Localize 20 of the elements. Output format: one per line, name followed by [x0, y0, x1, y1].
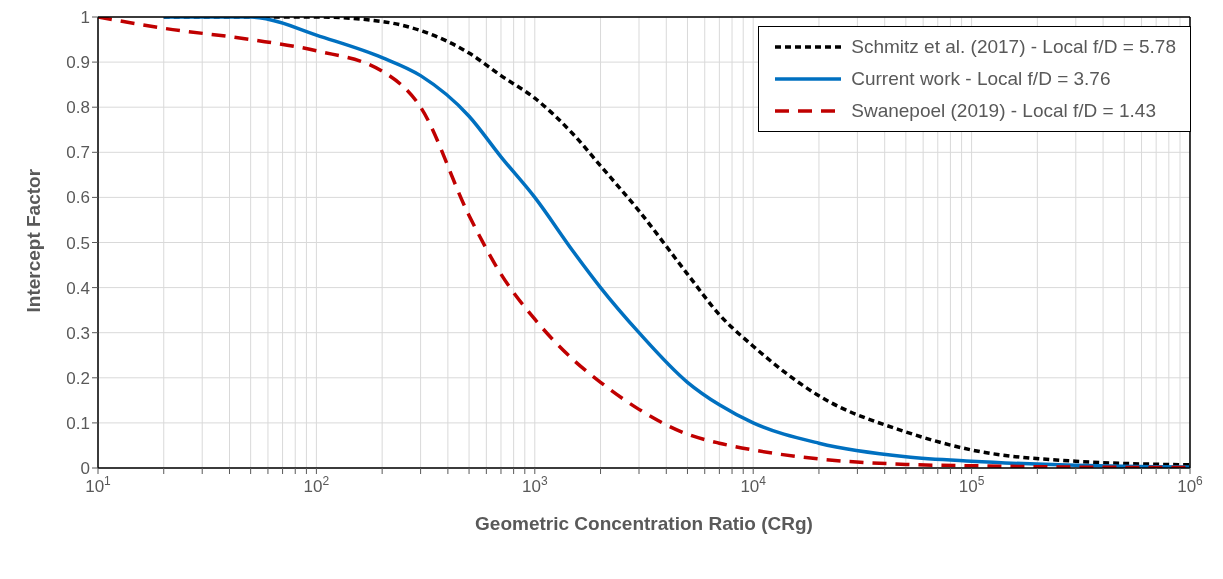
y-tick-label: 0.8 — [66, 98, 90, 118]
x-tick-label: 10$^{5}$ — [958, 474, 985, 496]
x-tick-label: 10$^{6}$ — [1177, 474, 1204, 496]
legend-label: Schmitz et al. (2017) - Local f/D = 5.78 — [851, 36, 1176, 58]
y-tick-label: 0.4 — [66, 278, 90, 298]
y-tick-label: 0.9 — [66, 53, 90, 73]
y-axis-title: Intercept Factor — [22, 168, 44, 313]
x-tick-label: 10$^{4}$ — [740, 474, 767, 496]
x-axis-title: Geometric Concentration Ratio (CRg) — [475, 513, 813, 534]
legend-label: Swanepoel (2019) - Local f/D = 1.43 — [851, 100, 1156, 122]
x-tick-label: 10$^{3}$ — [522, 474, 548, 496]
y-tick-label: 0.6 — [66, 188, 90, 208]
y-tick-label: 0.2 — [66, 368, 90, 388]
y-tick-label: 0.1 — [66, 413, 90, 433]
legend-label: Current work - Local f/D = 3.76 — [851, 68, 1111, 90]
y-tick-label: 0.7 — [66, 143, 90, 163]
x-tick-label: 10$^{2}$ — [303, 474, 330, 496]
y-tick-label: 0.5 — [66, 233, 90, 253]
y-tick-label: 1 — [80, 8, 90, 28]
y-tick-label: 0.3 — [66, 323, 90, 343]
